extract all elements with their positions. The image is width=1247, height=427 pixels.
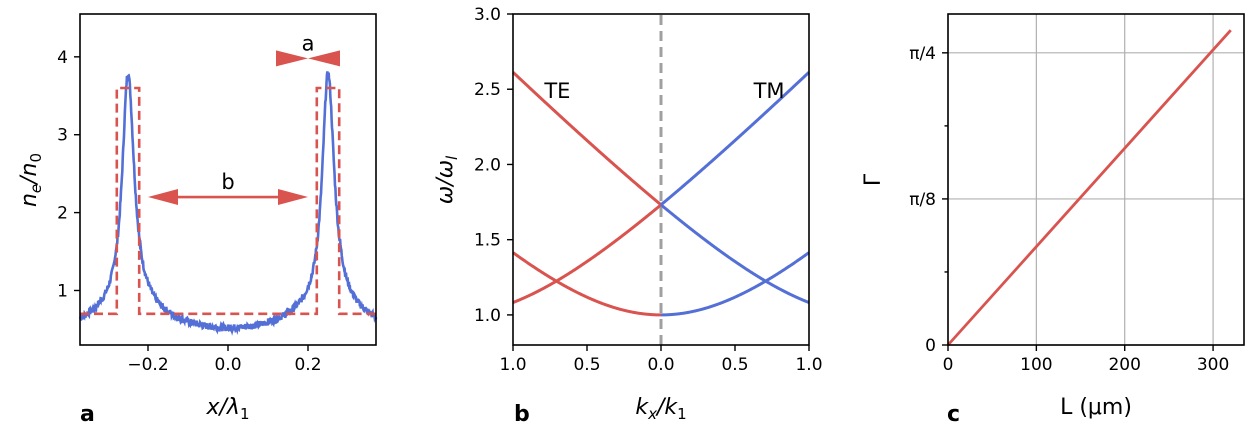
te-band-line	[512, 203, 662, 304]
x-tick-label-c: 200	[1108, 355, 1140, 375]
x-axis-label-a-sub: 1	[240, 405, 250, 423]
tm-band-line	[660, 71, 811, 206]
x-tick-label-a: −0.2	[127, 355, 168, 375]
y-tick-label-a: 2	[57, 204, 68, 224]
y-axis-label-c: Γ	[861, 173, 886, 186]
annotation-a-label: a	[302, 31, 315, 55]
y-tick-label-b: 1.0	[474, 306, 501, 326]
x-axis-label-c: L (μm)	[1060, 395, 1132, 420]
y-label-b-omega: ω/ω	[433, 160, 458, 204]
te-band-line	[512, 251, 661, 317]
x-label-b-1: 1	[677, 405, 687, 423]
panel-c: 0 100 200 300 0 π/8 π/4 L (μm) Γ c	[861, 13, 1245, 427]
annotation-b-left-arrowhead	[148, 189, 178, 206]
tm-band-line	[661, 251, 810, 317]
panel-label-c: c	[947, 402, 960, 427]
x-axis-label-b: kx/k1	[635, 395, 686, 423]
y-tick-label-c: 0	[925, 336, 936, 356]
y-tick-label-c: π/8	[909, 190, 936, 210]
x-tick-label-a: 0.2	[294, 355, 321, 375]
x-tick-label-c: 300	[1197, 355, 1229, 375]
x-label-b-slash-k: /k	[655, 395, 678, 420]
x-tick-label-a: 0.0	[214, 355, 241, 375]
panel-label-a: a	[80, 402, 95, 427]
x-tick-label-b: 1.0	[499, 355, 526, 375]
x-axis-label-a: x/λ1	[206, 395, 250, 423]
x-label-b-k: k	[635, 395, 649, 420]
panel-b: TE TM 1.0 0.5 0.0 0.5 1.0 1.0 1.5 2.0 2.5 3.0 kx/…	[433, 5, 823, 427]
x-tick-label-b: 1.0	[795, 355, 822, 375]
x-tick-label-c: 0	[943, 355, 954, 375]
y-label-a-e: e	[27, 184, 45, 193]
te-label: TE	[543, 79, 570, 103]
phase-line	[946, 29, 1232, 346]
y-label-a-n: n	[17, 193, 42, 207]
y-tick-label-b: 1.5	[474, 231, 501, 251]
annotation-b-right-arrowhead	[278, 189, 308, 206]
y-axis-label-b: ω/ωl	[433, 155, 461, 204]
y-label-a-0: 0	[27, 153, 45, 163]
tm-band-line	[660, 203, 810, 304]
annotation-arrows	[148, 50, 340, 206]
y-tick-label-a: 1	[57, 281, 68, 301]
x-tick-label-b: 0.0	[647, 355, 674, 375]
y-tick-label-a: 4	[57, 48, 68, 68]
y-label-b-l: l	[443, 155, 461, 160]
plot-frame-c	[947, 13, 1245, 346]
x-tick-label-b: 0.5	[573, 355, 600, 375]
y-tick-label-a: 3	[57, 126, 68, 146]
density-profile-line	[78, 71, 378, 336]
y-label-a-slash-n: /n	[17, 163, 42, 186]
y-tick-label-b: 2.0	[474, 155, 501, 175]
x-axis-label-a-main: x/λ	[206, 395, 240, 420]
y-tick-label-b: 2.5	[474, 80, 501, 100]
x-tick-label-b: 0.5	[721, 355, 748, 375]
annotation-b-label: b	[221, 170, 234, 194]
tm-label: TM	[753, 79, 785, 103]
te-band-line	[511, 71, 662, 206]
y-tick-label-c: π/4	[909, 44, 936, 64]
x-tick-label-c: 100	[1020, 355, 1052, 375]
y-axis-label-a: ne/n0	[17, 153, 45, 207]
y-tick-label-b: 3.0	[474, 5, 501, 25]
x-label-b-x: x	[647, 405, 657, 423]
annotation-a-left-arrowhead	[276, 50, 308, 67]
annotation-a-right-arrowhead	[308, 50, 340, 67]
panel-label-b: b	[514, 402, 530, 427]
